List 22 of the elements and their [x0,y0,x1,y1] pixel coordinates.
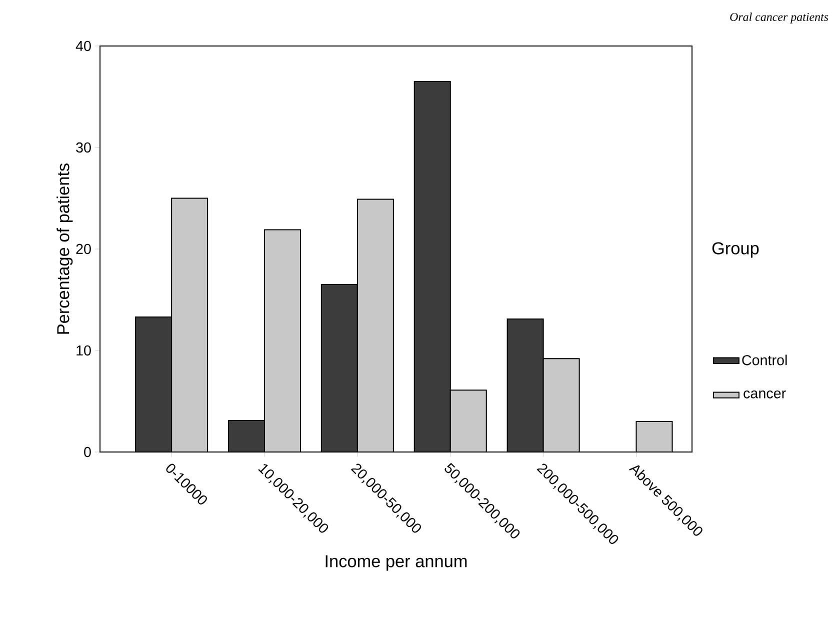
text: Oral cancer patients [730,12,828,24]
bar [636,421,673,452]
bar [321,284,358,452]
bar [450,390,486,452]
y-tick-label: 30 [76,142,91,153]
bar [507,319,544,452]
x-axis-title: Income per annum [326,555,467,571]
bar [228,420,264,452]
bar [414,82,450,452]
bar [264,230,300,452]
y-axis-title: Percentage of patients [56,164,73,334]
y-tick-label: 20 [76,244,91,254]
bar [357,199,394,452]
y-tick-label: 40 [76,40,91,52]
legend-label: cancer [744,390,786,398]
bar [136,317,172,452]
legend-label: Control [742,354,787,366]
y-tick-label: 10 [76,345,91,356]
bar [172,198,208,452]
bar [543,358,580,452]
legend-title: Group [712,242,759,258]
y-tick-label: 0 [84,446,91,458]
